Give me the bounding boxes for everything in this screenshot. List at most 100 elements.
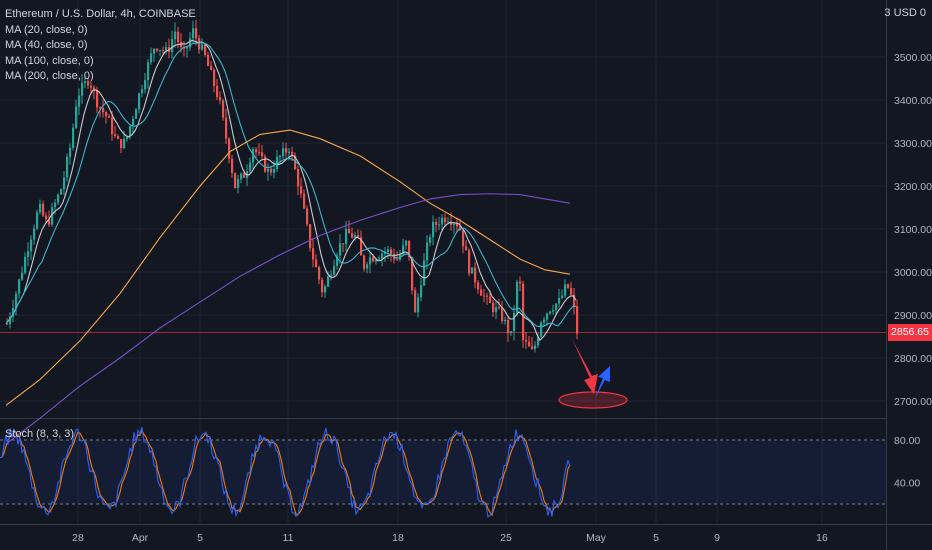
stoch-label[interactable]: Stoch (8, 3, 3) — [5, 428, 75, 440]
candle-body — [6, 323, 9, 325]
candle-body — [474, 267, 477, 283]
time-tick-label: 5 — [653, 532, 659, 544]
candle-body — [366, 264, 369, 269]
legend-ma20[interactable]: MA (20, close, 0) — [5, 23, 88, 36]
time-tick-label: May — [586, 532, 607, 544]
annotation[interactable] — [558, 339, 628, 409]
stoch-k-line — [0, 427, 571, 518]
price-tick-label: 3200.00 — [894, 181, 932, 193]
candle-body — [390, 249, 393, 255]
candle-body — [72, 127, 75, 148]
candle-body — [141, 89, 144, 94]
candle-body — [495, 307, 498, 313]
moving-averages — [5, 39, 577, 445]
legend-ma200[interactable]: MA (200, close, 0) — [5, 70, 94, 82]
candle-body — [51, 207, 54, 225]
candle-body — [15, 293, 18, 309]
candle-body — [501, 307, 504, 322]
candle-body — [357, 235, 360, 238]
candle-body — [132, 118, 135, 126]
ma40-line — [5, 42, 577, 327]
candle-body — [111, 117, 114, 135]
candle-body — [147, 62, 150, 81]
candle-body — [213, 69, 216, 86]
legend-ma100[interactable]: MA (100, close, 0) — [5, 54, 94, 67]
time-axis[interactable]: 28 Apr 5 11 18 25 May 5 9 16 — [72, 532, 828, 544]
candle-body — [354, 235, 357, 238]
candle-body — [24, 256, 27, 273]
candle-body — [339, 243, 342, 256]
candle-body — [519, 281, 522, 284]
candle-body — [531, 346, 534, 349]
candle-body — [405, 240, 408, 246]
stoch-axis[interactable]: 40.00 80.00 — [894, 435, 920, 490]
candle-body — [33, 228, 36, 240]
candle-body — [528, 341, 531, 347]
candle-body — [414, 290, 417, 313]
candle-body — [345, 229, 348, 245]
candle-body — [39, 203, 42, 213]
candle-body — [522, 283, 525, 341]
stoch-band — [0, 440, 886, 504]
legend-ma40[interactable]: MA (40, close, 0) — [5, 39, 88, 51]
candle-body — [525, 340, 528, 342]
candle-body — [261, 152, 264, 157]
candle-body — [204, 44, 207, 55]
candle-body — [270, 168, 273, 173]
candle-body — [291, 151, 294, 156]
candle-body — [138, 93, 141, 110]
candle-body — [561, 295, 564, 299]
candle-body — [441, 217, 444, 225]
down-arrow — [572, 339, 598, 394]
price-axis-corner-label[interactable]: 3 USD 0 — [884, 7, 926, 19]
time-tick-label: Apr — [132, 532, 149, 544]
candle-body — [105, 111, 108, 117]
candle-body — [552, 310, 555, 312]
candle-body — [252, 149, 255, 163]
candle-body — [27, 251, 30, 257]
candle-body — [447, 221, 450, 223]
time-tick-label: 16 — [816, 532, 828, 544]
candle-body — [243, 173, 246, 178]
candle-body — [492, 302, 495, 313]
candle-body — [258, 152, 261, 154]
candle-body — [513, 312, 516, 332]
candle-body — [135, 109, 138, 119]
price-tick-label: 2800.00 — [894, 353, 932, 365]
candle-body — [333, 265, 336, 275]
candle-body — [201, 44, 204, 50]
candle-body — [546, 313, 549, 320]
candle-body — [54, 202, 57, 208]
ma200-line — [5, 193, 571, 445]
price-axis[interactable]: 2700.00 2800.00 2900.00 3000.00 3100.00 3200.… — [894, 52, 932, 408]
candle-body — [120, 139, 123, 149]
candle-body — [423, 260, 426, 286]
candle-body — [186, 47, 189, 49]
candle-body — [396, 259, 399, 261]
candle-body — [129, 125, 132, 137]
candle-body — [75, 106, 78, 128]
candle-body — [42, 203, 45, 216]
candle-body — [228, 138, 231, 159]
price-tick-label: 3100.00 — [894, 224, 932, 236]
candle-body — [162, 50, 165, 52]
candle-body — [36, 212, 39, 229]
candle-body — [381, 253, 384, 259]
price-tick-label: 2700.00 — [894, 396, 932, 408]
candle-body — [471, 267, 474, 274]
candle-body — [126, 136, 129, 140]
candle-body — [276, 156, 279, 170]
time-tick-label: 18 — [392, 532, 404, 544]
candle-body — [312, 248, 315, 260]
candle-body — [507, 320, 510, 334]
candle-body — [468, 250, 471, 274]
candle-body — [150, 53, 153, 63]
legend-title[interactable]: Ethereum / U.S. Dollar, 4h, COINBASE — [5, 8, 196, 20]
candle-body — [555, 303, 558, 311]
price-tick-label: 2900.00 — [894, 310, 932, 322]
candle-body — [96, 89, 99, 108]
candle-body — [360, 237, 363, 256]
candle-body — [453, 224, 456, 226]
candle-body — [66, 156, 69, 178]
